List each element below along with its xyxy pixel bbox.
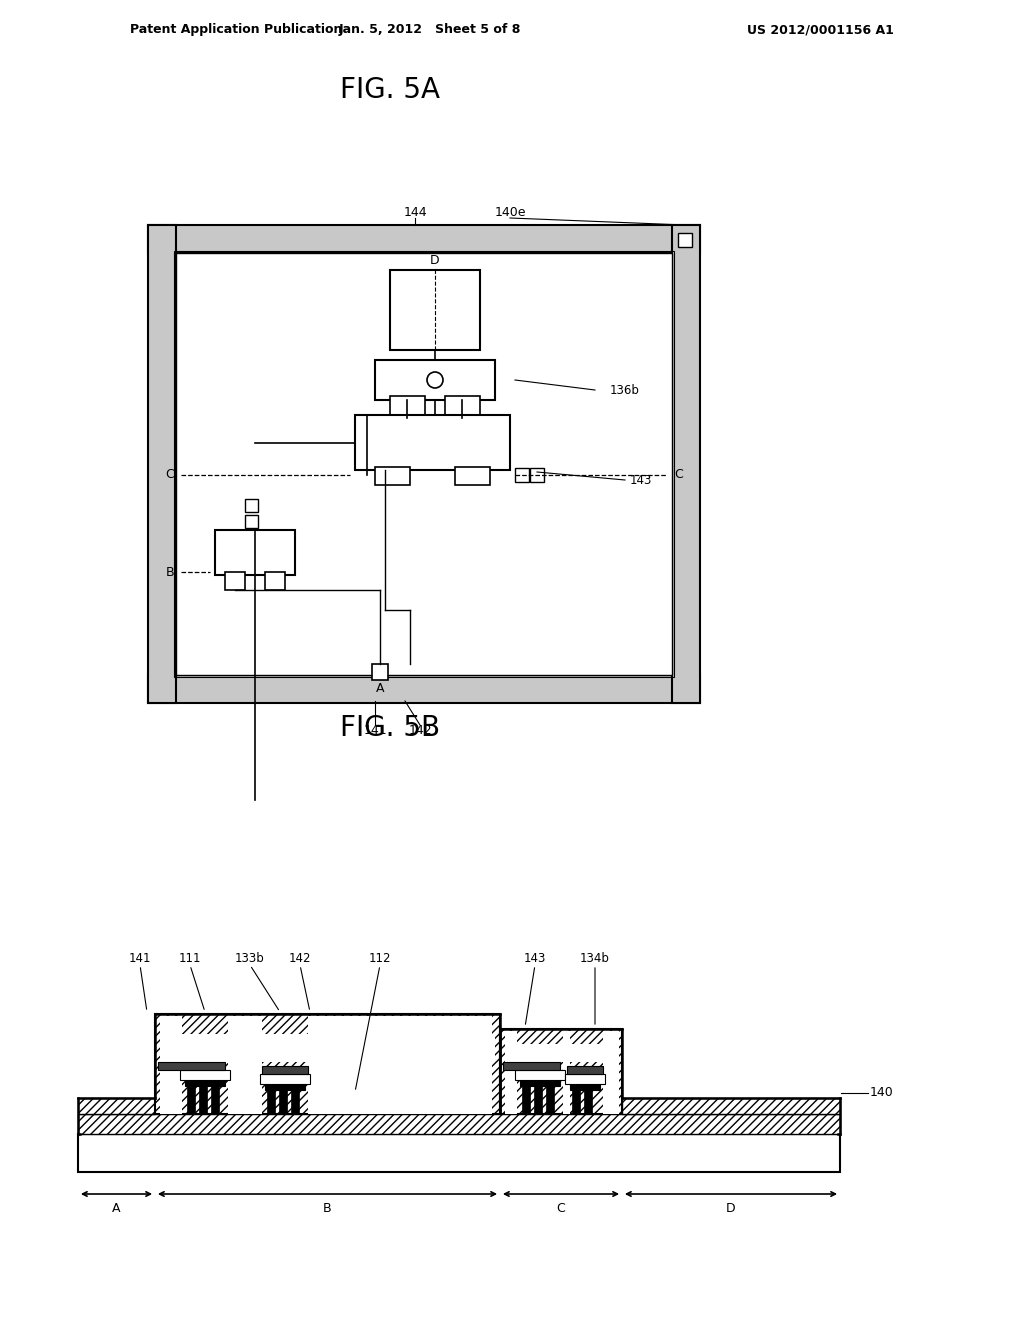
Text: A: A	[376, 682, 384, 696]
Bar	[155, 1014, 500, 1114]
Text: 140e: 140e	[495, 206, 525, 219]
Text: 141: 141	[129, 953, 152, 965]
Bar	[267, 1090, 275, 1114]
Bar	[215, 531, 295, 576]
Bar	[505, 1031, 517, 1114]
Bar	[672, 224, 700, 704]
Text: 111: 111	[179, 953, 202, 965]
Text: 143: 143	[524, 953, 546, 965]
Text: D: D	[430, 253, 440, 267]
Text: Patent Application Publication: Patent Application Publication	[130, 24, 342, 37]
Bar	[148, 675, 700, 704]
Bar	[265, 572, 285, 590]
Bar	[148, 224, 176, 704]
Text: C: C	[165, 469, 174, 482]
Bar	[78, 1134, 840, 1172]
Text: 136b: 136b	[610, 384, 640, 396]
Bar	[678, 234, 692, 247]
Bar	[445, 396, 480, 418]
Bar	[603, 1031, 618, 1114]
Bar	[78, 1114, 840, 1134]
Text: Jan. 5, 2012   Sheet 5 of 8: Jan. 5, 2012 Sheet 5 of 8	[339, 24, 521, 37]
Bar	[622, 1098, 840, 1114]
Text: 140: 140	[870, 1086, 894, 1100]
Bar	[158, 1063, 225, 1071]
Bar	[160, 1034, 495, 1063]
Bar	[372, 664, 388, 680]
Bar	[515, 1071, 565, 1080]
Bar	[570, 1084, 600, 1090]
Bar	[375, 360, 495, 400]
Text: 142: 142	[289, 953, 311, 965]
Bar	[308, 1016, 492, 1114]
Bar	[522, 1086, 530, 1114]
Bar	[390, 271, 480, 350]
Text: 144: 144	[403, 206, 427, 219]
Bar	[260, 1074, 310, 1084]
Bar	[228, 1016, 262, 1114]
Text: 141: 141	[364, 725, 387, 738]
Bar	[563, 1031, 570, 1114]
Bar	[199, 1086, 207, 1114]
Bar	[530, 469, 544, 482]
Bar	[176, 253, 672, 675]
Bar	[265, 1084, 305, 1090]
Bar	[245, 515, 258, 528]
Bar	[174, 251, 674, 677]
Bar	[505, 1044, 617, 1063]
Text: 143: 143	[630, 474, 652, 487]
Bar	[225, 572, 245, 590]
Text: B: B	[323, 1201, 332, 1214]
Text: US 2012/0001156 A1: US 2012/0001156 A1	[746, 24, 893, 37]
Bar	[180, 1071, 230, 1080]
Bar	[279, 1090, 287, 1114]
Text: B: B	[165, 565, 174, 578]
Bar	[584, 1090, 592, 1114]
Bar	[565, 1074, 605, 1084]
Bar	[355, 414, 510, 470]
Text: 134b: 134b	[580, 953, 610, 965]
Bar	[520, 1080, 560, 1086]
Bar	[503, 1063, 560, 1071]
Text: FIG. 5B: FIG. 5B	[340, 714, 440, 742]
Bar	[262, 1067, 308, 1074]
Bar	[567, 1067, 603, 1074]
Text: 112: 112	[369, 953, 391, 965]
Bar	[534, 1086, 542, 1114]
Text: 133b: 133b	[236, 953, 265, 965]
Text: C: C	[557, 1201, 565, 1214]
Text: FIG. 5A: FIG. 5A	[340, 77, 440, 104]
Text: D: D	[726, 1201, 736, 1214]
Text: 142: 142	[409, 725, 432, 738]
Bar	[160, 1016, 182, 1114]
Bar	[390, 396, 425, 418]
Bar	[515, 469, 529, 482]
Bar	[78, 1098, 155, 1114]
Bar	[500, 1030, 622, 1114]
Bar	[455, 467, 490, 484]
Text: C: C	[674, 469, 683, 482]
Bar	[291, 1090, 299, 1114]
Bar	[546, 1086, 554, 1114]
Bar	[211, 1086, 219, 1114]
Bar	[245, 499, 258, 512]
Bar	[148, 224, 700, 253]
Bar	[187, 1086, 195, 1114]
Bar	[572, 1090, 580, 1114]
Text: A: A	[112, 1201, 120, 1214]
Bar	[375, 467, 410, 484]
Bar	[185, 1080, 225, 1086]
